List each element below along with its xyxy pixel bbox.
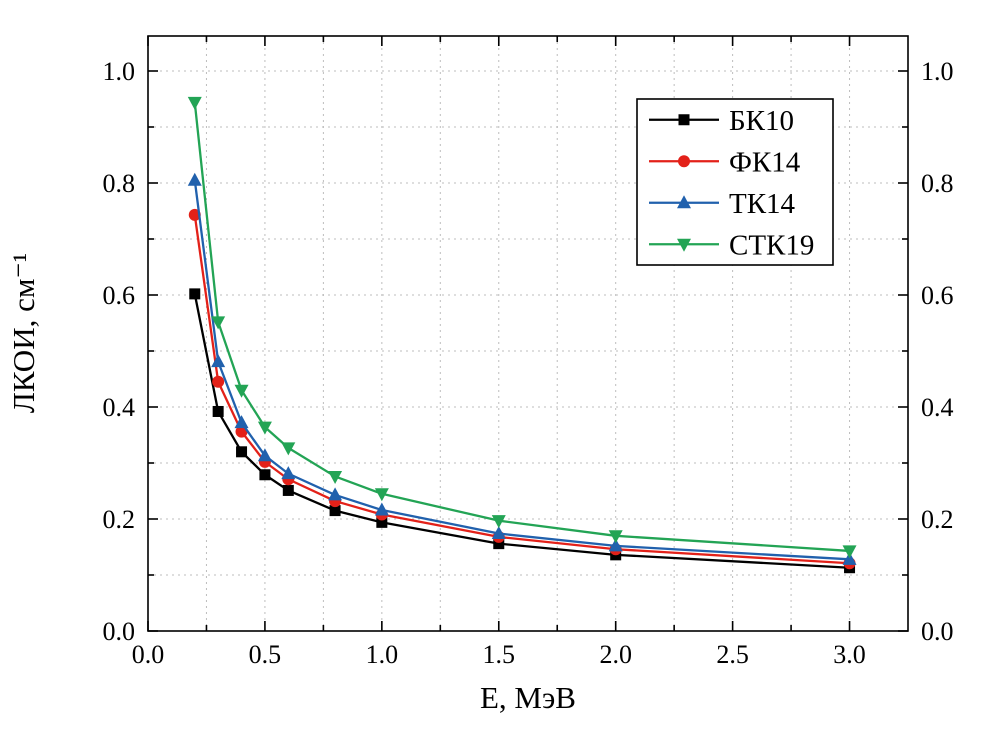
x-tick-label: 2.5 (716, 640, 749, 669)
marker-triangle-up (677, 195, 691, 209)
legend-item-БК10: БК10 (649, 105, 794, 137)
marker-triangle-down (234, 384, 249, 398)
y-tick-label-left: 0.0 (103, 617, 136, 646)
marker-square (236, 446, 248, 458)
y-tick-label-right: 1.0 (921, 57, 954, 86)
plot-frame (147, 35, 909, 632)
x-tick-label: 0.5 (249, 640, 282, 669)
marker-triangle-up (491, 526, 506, 540)
y-tick-label-right: 0.0 (921, 617, 954, 646)
legend-label: ФК14 (729, 146, 801, 178)
legend-item-СТК19: СТК19 (649, 229, 814, 261)
y-tick-label-right: 0.6 (921, 281, 954, 310)
y-tick-label-left: 0.4 (103, 393, 136, 422)
x-tick-label: 1.5 (483, 640, 516, 669)
marker-square (493, 538, 505, 550)
marker-triangle-down (281, 442, 296, 456)
marker-square (212, 405, 224, 417)
marker-triangle-up (211, 354, 226, 368)
tick-layer: 0.0 0.5 1.0 1.5 2.0 2.5 3.00.0 0.00.2 0.20.4 0.40… (103, 36, 954, 669)
y-tick-label-left: 0.8 (103, 169, 136, 198)
legend-label: БК10 (729, 105, 794, 137)
x-tick-label: 1.0 (366, 640, 399, 669)
x-tick-label: 3.0 (833, 640, 866, 669)
marker-triangle-up (187, 172, 202, 186)
y-tick-label-right: 0.8 (921, 169, 954, 198)
marker-square (678, 114, 690, 126)
marker-triangle-down (328, 470, 343, 484)
legend-box (636, 98, 834, 266)
marker-triangle-up (234, 415, 249, 429)
series-layer (187, 96, 857, 574)
y-tick-label-right: 0.2 (921, 505, 954, 534)
marker-triangle-up (328, 487, 343, 501)
series-line (193, 214, 850, 565)
x-tick-label: 0.0 (132, 640, 165, 669)
marker-triangle-up (608, 538, 623, 552)
marker-triangle-down (187, 96, 202, 110)
series-line (193, 293, 850, 569)
marker-triangle-down (211, 316, 226, 330)
y-tick-label-left: 0.6 (103, 281, 136, 310)
marker-triangle-down (257, 421, 272, 435)
legend: БК10 ФК14 ТК14 СТК19 (636, 98, 834, 266)
legend-item-ТК14: ТК14 (649, 188, 796, 220)
marker-square (329, 505, 341, 517)
marker-square (282, 484, 294, 496)
legend-item-ФК14: ФК14 (649, 146, 801, 178)
series-line (193, 102, 850, 553)
marker-circle (678, 155, 690, 168)
legend-label: СТК19 (729, 229, 814, 261)
legend-label: ТК14 (729, 188, 796, 220)
marker-square (259, 469, 271, 481)
frame-layer (147, 35, 909, 632)
series-СТК19 (187, 96, 857, 559)
marker-triangle-down (374, 488, 389, 502)
y-tick-label-left: 1.0 (103, 57, 136, 86)
marker-square (376, 516, 388, 528)
series-line (193, 180, 850, 561)
marker-triangle-up (374, 502, 389, 516)
marker-triangle-up (257, 448, 272, 462)
y-axis-title: ЛКОИ, см⁻¹ (6, 253, 41, 413)
marker-square (189, 288, 201, 300)
marker-triangle-down (491, 515, 506, 529)
marker-triangle-down (608, 530, 623, 544)
x-tick-label: 2.0 (599, 640, 632, 669)
grid-layer (148, 36, 908, 631)
marker-triangle-down (842, 545, 857, 559)
y-tick-label-right: 0.4 (921, 393, 954, 422)
y-tick-label-left: 0.2 (103, 505, 136, 534)
marker-triangle-down (677, 238, 691, 252)
series-БК10 (189, 288, 856, 574)
x-axis-title: E, МэВ (480, 680, 576, 715)
marker-circle (212, 375, 225, 388)
marker-triangle-up (281, 466, 296, 480)
